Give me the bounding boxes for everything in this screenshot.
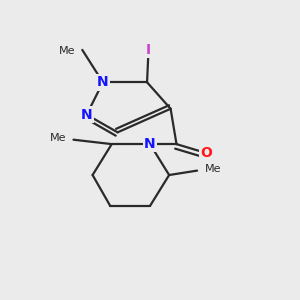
Text: Me: Me xyxy=(50,133,66,143)
Text: N: N xyxy=(81,108,92,122)
Text: Me: Me xyxy=(205,164,221,174)
Text: O: O xyxy=(200,146,212,160)
Text: N: N xyxy=(97,75,109,89)
Text: N: N xyxy=(144,137,156,151)
Text: I: I xyxy=(146,43,151,57)
Text: Me: Me xyxy=(58,46,75,56)
